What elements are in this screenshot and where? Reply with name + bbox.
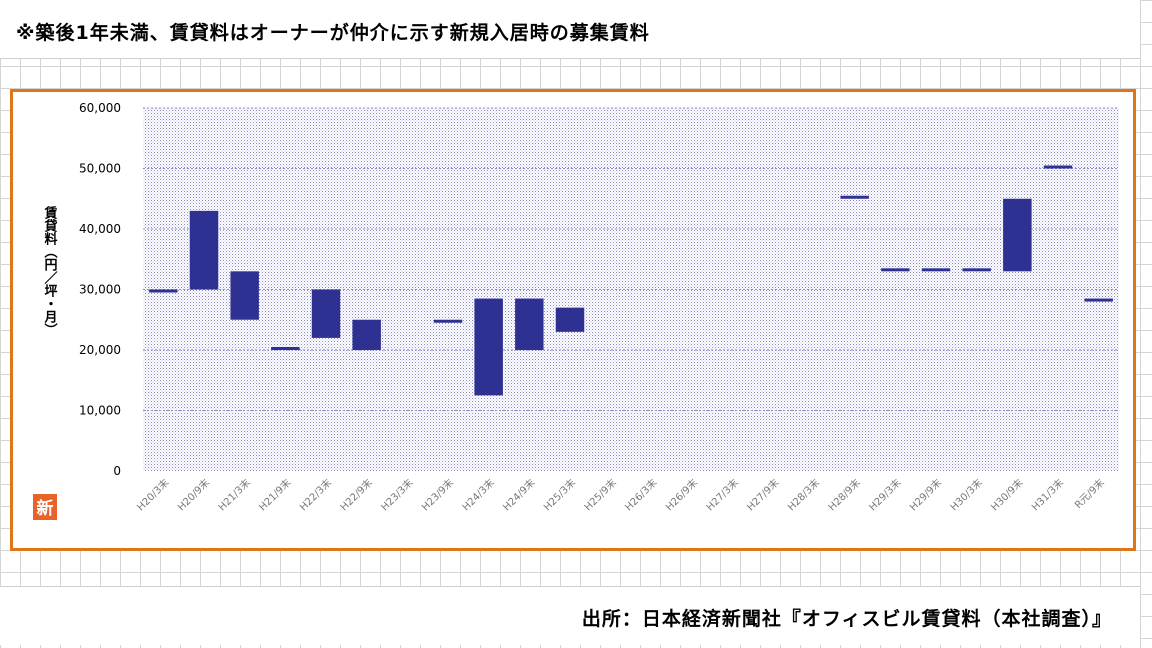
range-bars [149, 165, 1113, 396]
range-bar [515, 298, 544, 350]
range-bar [555, 307, 585, 332]
x-tick-label: H20/9末 [175, 476, 212, 513]
range-bar [189, 210, 219, 290]
y-tick-label: 0 [113, 464, 121, 478]
x-tick-label: H30/3末 [947, 476, 984, 513]
x-tick-label: H23/9末 [419, 476, 456, 513]
chart-frame: 0 10,000 20,000 30,000 40,000 50,000 60,000 H2… [10, 89, 1136, 551]
x-tick-label: H22/3末 [297, 476, 334, 513]
range-bar [962, 268, 991, 272]
range-bar [921, 268, 951, 272]
range-bar [149, 289, 178, 293]
x-tick-label: H28/9末 [825, 476, 862, 513]
header-bar: ※築後1年未満、賃貸料はオーナーが仲介に示す新規入居時の募集賃料 [0, 0, 1140, 59]
x-tick-label: H29/9末 [907, 476, 944, 513]
x-tick-label: H24/3末 [459, 476, 496, 513]
x-tick-label: H21/9末 [256, 476, 293, 513]
range-bar [1043, 165, 1073, 169]
new-badge: 新 [33, 494, 57, 520]
x-tick-label: H23/3末 [378, 476, 415, 513]
range-bar [840, 195, 869, 199]
range-bar [433, 319, 463, 323]
x-tick-label: H21/3末 [215, 476, 252, 513]
y-tick-label: 10,000 [79, 404, 121, 418]
x-tick-label: H28/3末 [785, 476, 822, 513]
range-bar [1003, 198, 1032, 272]
y-tick-label: 60,000 [79, 101, 121, 115]
x-tick-label: H25/3末 [541, 476, 578, 513]
x-tick-label: H20/3末 [134, 476, 171, 513]
range-bar [352, 319, 381, 350]
y-axis-ticks: 0 10,000 20,000 30,000 40,000 50,000 60,000 [79, 101, 121, 478]
x-tick-label: H30/9末 [988, 476, 1025, 513]
x-tick-label: H27/9末 [744, 476, 781, 513]
x-tick-label: H29/3末 [866, 476, 903, 513]
x-tick-label: H22/9末 [337, 476, 374, 513]
x-tick-label: H26/3末 [622, 476, 659, 513]
x-tick-label: H27/3末 [703, 476, 740, 513]
rent-chart: 0 10,000 20,000 30,000 40,000 50,000 60,000 H2… [33, 101, 1119, 520]
y-axis-label: 賃貸料（円／坪・月） [42, 205, 59, 336]
range-bar [230, 271, 259, 320]
range-bar [474, 298, 503, 396]
range-bar [1084, 298, 1113, 302]
y-axis-title: 賃貸料（円／坪・月） [42, 205, 59, 336]
x-tick-label: H24/9末 [500, 476, 537, 513]
source-bar: 出所：日本経済新聞社『オフィスビル賃貸料（本社調査）』 [0, 586, 1140, 645]
x-axis-ticks: H20/3末 H20/9末 H21/3末 H21/9末 H22/3末 H22/9末 H23/… [134, 476, 1107, 513]
x-tick-label: H31/3末 [1029, 476, 1066, 513]
x-tick-label: R元/9末 [1072, 476, 1107, 511]
x-tick-label: H26/9末 [663, 476, 700, 513]
new-badge-text: 新 [37, 498, 54, 519]
y-tick-label: 20,000 [79, 343, 121, 357]
range-bar [881, 268, 910, 272]
y-tick-label: 40,000 [79, 222, 121, 236]
range-bar [271, 346, 300, 350]
gridlines [143, 107, 1119, 411]
x-tick-label: H25/9末 [581, 476, 618, 513]
chart-note: ※築後1年未満、賃貸料はオーナーが仲介に示す新規入居時の募集賃料 [16, 22, 650, 44]
y-tick-label: 50,000 [79, 162, 121, 176]
source-note: 出所：日本経済新聞社『オフィスビル賃貸料（本社調査）』 [581, 608, 1112, 630]
range-bar [311, 289, 341, 338]
y-tick-label: 30,000 [79, 283, 121, 297]
